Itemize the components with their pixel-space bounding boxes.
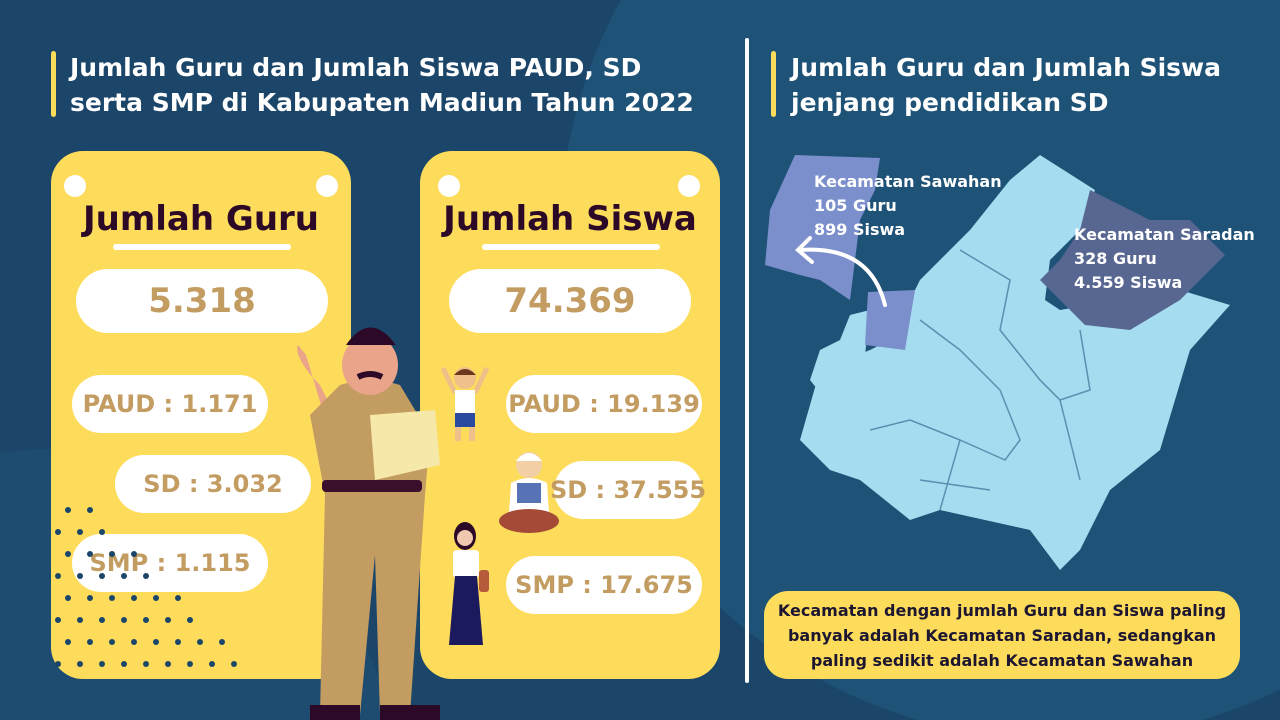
card-hole [678, 175, 700, 197]
siswa-total: 74.369 [449, 269, 691, 333]
guru-heading: Jumlah Guru [82, 199, 319, 239]
title-accent [51, 51, 56, 117]
heading-underline [113, 244, 291, 250]
divider [745, 38, 749, 683]
dot [231, 661, 237, 667]
map-district-borders [869, 249, 1091, 511]
summary-note: Kecamatan dengan jumlah Guru dan Siswa p… [764, 591, 1240, 679]
dot [77, 529, 83, 535]
siswa-paud: PAUD : 19.139 [506, 375, 702, 433]
dot [219, 639, 225, 645]
map-district-base [800, 155, 1230, 570]
saradan-name: Kecamatan Saradan [1074, 225, 1255, 244]
dot [109, 551, 115, 557]
teacher-illustration [297, 327, 440, 720]
saradan-siswa: 4.559 Siswa [1074, 273, 1183, 292]
dot [65, 595, 71, 601]
siswa-heading: Jumlah Siswa [443, 199, 697, 239]
dot [87, 595, 93, 601]
dot [131, 551, 137, 557]
dot [165, 617, 171, 623]
sawahan-name: Kecamatan Sawahan [814, 172, 1002, 191]
guru-total: 5.318 [76, 269, 328, 333]
dot [109, 639, 115, 645]
student-reading-illustration [499, 452, 559, 533]
dot [187, 661, 193, 667]
dot [175, 639, 181, 645]
dot [131, 595, 137, 601]
left-title: Jumlah Guru dan Jumlah Siswa PAUD, SD se… [70, 53, 694, 117]
siswa-sd: SD : 37.555 [550, 461, 706, 519]
dot [197, 639, 203, 645]
arrow-icon [795, 236, 887, 307]
dot [55, 617, 61, 623]
guru-paud: PAUD : 1.171 [72, 375, 268, 433]
dot [55, 529, 61, 535]
dot [143, 617, 149, 623]
dot [121, 617, 127, 623]
dot [77, 573, 83, 579]
dot [65, 551, 71, 557]
sawahan-label: Kecamatan Sawahan 105 Guru 899 Siswa [814, 170, 1002, 242]
dot [187, 617, 193, 623]
card-hole [64, 175, 86, 197]
map-district-west [810, 310, 870, 405]
dot [77, 661, 83, 667]
dot [121, 573, 127, 579]
dot [99, 573, 105, 579]
dot [143, 661, 149, 667]
dot [99, 617, 105, 623]
card-hole [438, 175, 460, 197]
guru-smp: SMP : 1.115 [72, 534, 268, 592]
heading-underline [482, 244, 660, 250]
dot [143, 573, 149, 579]
title-accent [771, 51, 776, 117]
dot [209, 661, 215, 667]
dot [175, 595, 181, 601]
dot [87, 639, 93, 645]
dot [65, 639, 71, 645]
sawahan-guru: 105 Guru [814, 196, 897, 215]
dot [99, 661, 105, 667]
siswa-smp: SMP : 17.675 [506, 556, 702, 614]
card-hole [316, 175, 338, 197]
map-district-saradan [1040, 190, 1225, 330]
student-boy-illustration [440, 366, 490, 441]
dot [153, 595, 159, 601]
dot [87, 551, 93, 557]
dot [87, 507, 93, 513]
dot [165, 661, 171, 667]
guru-sd: SD : 3.032 [115, 455, 311, 513]
right-title: Jumlah Guru dan Jumlah Siswa jenjang pen… [791, 53, 1222, 117]
dot [131, 639, 137, 645]
dot [77, 617, 83, 623]
dot [55, 661, 61, 667]
dot [65, 507, 71, 513]
madiun-map [765, 155, 1230, 570]
guru-card: Jumlah Guru 5.318 PAUD : 1.171 SD : 3.03… [51, 151, 351, 679]
dot [99, 529, 105, 535]
saradan-guru: 328 Guru [1074, 249, 1157, 268]
dot [55, 573, 61, 579]
dot [109, 595, 115, 601]
sawahan-siswa: 899 Siswa [814, 220, 906, 239]
saradan-label: Kecamatan Saradan 328 Guru 4.559 Siswa [1074, 223, 1255, 295]
dot [153, 639, 159, 645]
student-girl-illustration [449, 522, 489, 645]
dot [121, 661, 127, 667]
